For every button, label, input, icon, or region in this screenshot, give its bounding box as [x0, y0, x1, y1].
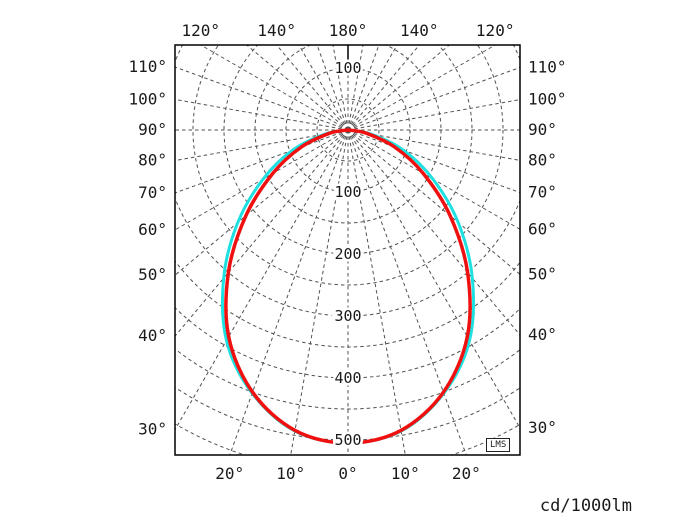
- angle-label-top: 120°: [182, 21, 221, 40]
- angle-label-top: 140°: [257, 21, 296, 40]
- angle-gridline: [298, 45, 349, 131]
- radial-value-label: 400: [334, 369, 361, 387]
- radial-value-label: 200: [334, 245, 361, 263]
- angle-label-right: 50°: [528, 264, 557, 283]
- radial-value-label: 100: [334, 59, 361, 77]
- angle-label-right: 40°: [528, 325, 557, 344]
- angle-label-left: 40°: [138, 326, 167, 345]
- angle-gridline: [347, 45, 497, 131]
- angle-gridline: [347, 129, 520, 194]
- angle-gridline: [347, 45, 451, 131]
- radial-value-label: 500: [334, 431, 361, 449]
- radial-gridline: [316, 98, 380, 162]
- angle-label-bottom: 0°: [338, 464, 357, 483]
- angle-label-right: 90°: [528, 120, 557, 139]
- angle-label-right: 110°: [528, 57, 567, 76]
- angle-label-left: 50°: [138, 265, 167, 284]
- angle-gridline: [175, 129, 349, 194]
- plot-border: [174, 44, 521, 456]
- angle-label-right: 80°: [528, 150, 557, 169]
- angle-label-left: 110°: [128, 57, 167, 76]
- angle-label-left: 100°: [128, 90, 167, 109]
- angle-label-bottom: 10°: [276, 464, 305, 483]
- angle-gridline: [347, 45, 364, 131]
- angle-gridline: [347, 45, 398, 131]
- angle-label-top: 120°: [476, 21, 515, 40]
- angle-label-left: 80°: [138, 151, 167, 170]
- software-watermark-badge: LMS: [486, 438, 511, 452]
- angle-label-top: 140°: [400, 21, 439, 40]
- angle-label-top: 180°: [329, 21, 368, 40]
- angle-gridline: [245, 45, 349, 131]
- angle-label-right: 70°: [528, 183, 557, 202]
- unit-label: cd/1000lm: [539, 496, 632, 516]
- angle-gridline: [199, 45, 349, 131]
- angle-label-bottom: 20°: [452, 464, 481, 483]
- angle-label-right: 30°: [528, 418, 557, 437]
- angle-gridline: [175, 66, 349, 131]
- angle-gridline: [347, 45, 420, 131]
- series-red-curve: [224, 128, 472, 445]
- angle-gridline: [276, 45, 349, 131]
- angle-label-bottom: 10°: [391, 464, 420, 483]
- radial-gridline: [192, 45, 504, 286]
- angle-label-left: 70°: [138, 183, 167, 202]
- angle-label-bottom: 20°: [215, 464, 244, 483]
- angle-label-left: 30°: [138, 420, 167, 439]
- angle-label-left: 60°: [138, 220, 167, 239]
- angle-label-right: 100°: [528, 90, 567, 109]
- radial-value-label: 300: [334, 307, 361, 325]
- angle-label-left: 90°: [138, 120, 167, 139]
- radial-gridline: [175, 348, 520, 410]
- angle-gridline: [332, 45, 349, 131]
- angle-gridline: [347, 66, 520, 131]
- curves-layer: [220, 128, 476, 445]
- angle-label-right: 60°: [528, 219, 557, 238]
- radial-value-label: 100: [334, 183, 361, 201]
